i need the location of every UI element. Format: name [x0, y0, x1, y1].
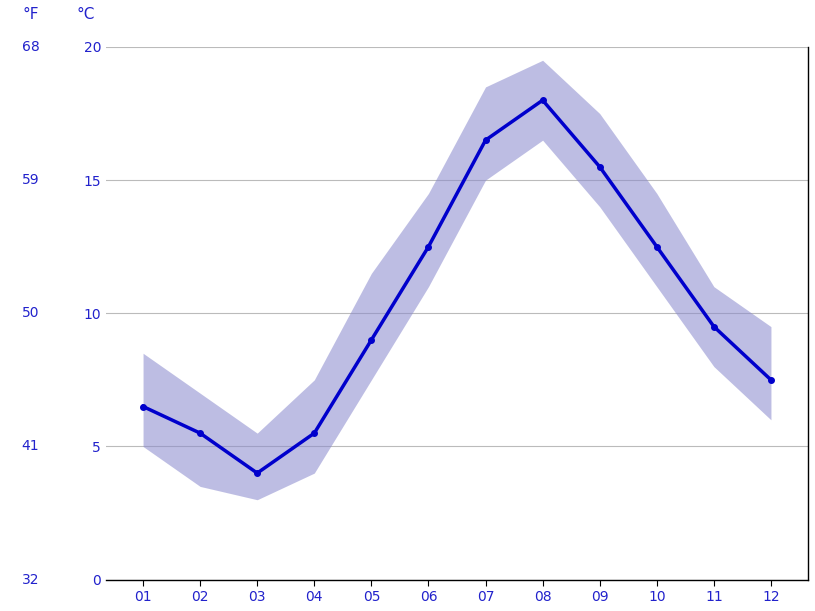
Text: 32: 32 — [22, 573, 39, 587]
Text: 59: 59 — [22, 173, 39, 187]
Text: °C: °C — [77, 7, 95, 22]
Text: °F: °F — [23, 7, 39, 22]
Text: 68: 68 — [21, 40, 39, 54]
Text: 41: 41 — [22, 439, 39, 453]
Text: 50: 50 — [22, 306, 39, 320]
